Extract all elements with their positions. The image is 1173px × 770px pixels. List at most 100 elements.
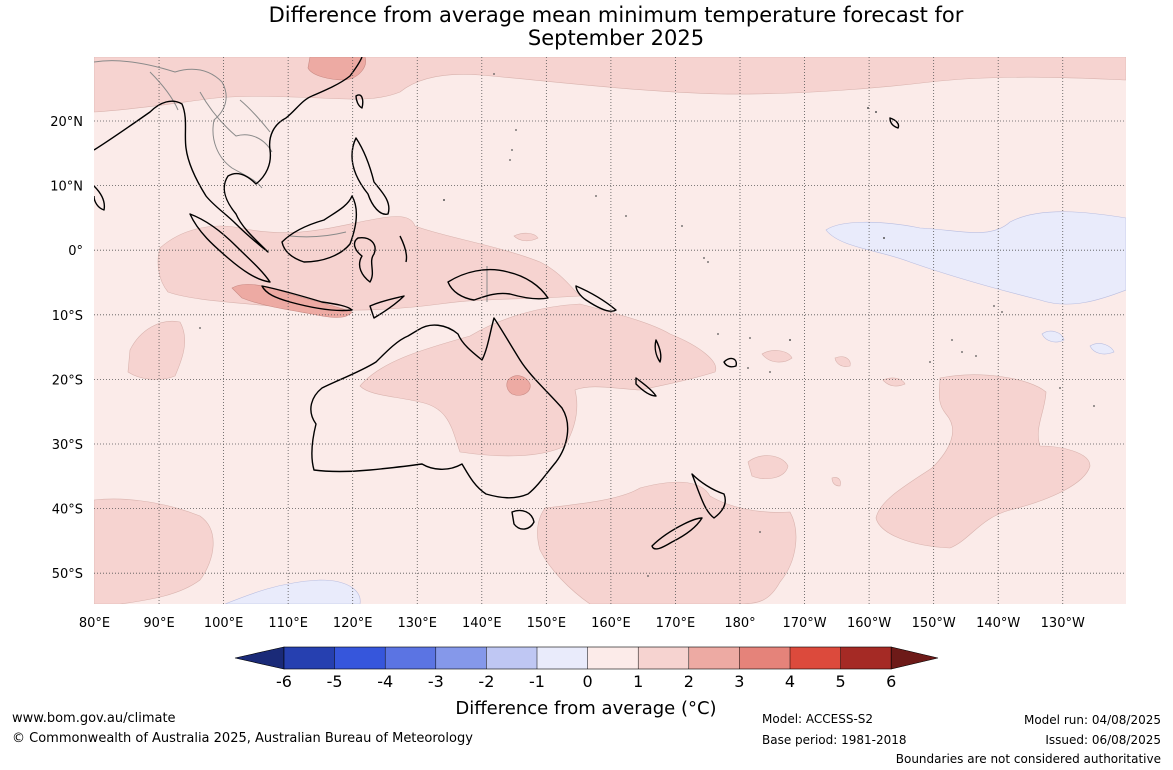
china-coastline — [311, 57, 363, 97]
small-islands — [199, 73, 1095, 577]
longitude-tick-label: 130°W — [1041, 616, 1085, 631]
colorbar-tick-label: 5 — [836, 672, 846, 691]
copyright-text: © Commonwealth of Australia 2025, Austra… — [12, 731, 473, 746]
colorbar-arrow-low — [234, 646, 285, 670]
longitude-tick-labels: 80°E 90°E 100°E 110°E 120°E 130°E 140°E 150°E 16… — [79, 616, 1085, 631]
anomaly-region-small-2 — [761, 350, 793, 363]
new-caledonia-coastline — [635, 377, 657, 397]
longitude-tick-label: 120°E — [333, 616, 373, 631]
model-run-text: Model run: 04/08/2025 — [1023, 713, 1161, 727]
colorbar-segment — [840, 647, 892, 669]
tasmania-coastline — [511, 509, 535, 530]
longitude-tick-label: 160°E — [591, 616, 631, 631]
sulawesi-coastline — [353, 237, 376, 283]
colorbar-segment — [790, 647, 841, 669]
anomaly-region-indian-ocean — [127, 320, 185, 380]
longitude-tick-label: 140°W — [976, 616, 1020, 631]
philippines-coastline — [351, 137, 390, 215]
model-text: Model: ACCESS-S2 — [762, 712, 874, 726]
anomaly-region-strong-central-aus — [506, 375, 531, 396]
longitude-tick-label: 150°E — [527, 616, 567, 631]
colorbar-tick-label: -2 — [478, 672, 494, 691]
colorbar-tick-label: 2 — [684, 672, 694, 691]
borneo-coastline — [281, 195, 358, 263]
disclaimer-text: Boundaries are not considered authoritat… — [895, 752, 1161, 766]
longitude-tick-label: 160°W — [847, 616, 891, 631]
longitude-tick-label: 140°E — [462, 616, 502, 631]
longitude-tick-label: 80°E — [79, 616, 110, 631]
website-text: www.bom.gov.au/climate — [12, 711, 176, 726]
colorbar-label: Difference from average (°C) — [455, 698, 717, 719]
colorbar-tick-label: 6 — [886, 672, 896, 691]
colorbar-segment — [587, 647, 639, 669]
longitude-tick-label: 150°W — [912, 616, 956, 631]
colorbar-tick-label: -4 — [377, 672, 393, 691]
colorbar-segment — [486, 647, 537, 669]
anomaly-region-small-5 — [513, 232, 539, 242]
anomaly-region-australia — [359, 303, 717, 457]
latitude-tick-label: 10°N — [50, 180, 83, 195]
title-line-2: September 2025 — [527, 26, 705, 50]
latitude-gridlines — [94, 120, 1126, 574]
australia-coastline — [310, 317, 569, 499]
new-zealand-north-coastline — [691, 473, 726, 519]
longitude-tick-label: 100°E — [204, 616, 244, 631]
colorbar-tick-label: -6 — [276, 672, 292, 691]
colorbar-segment — [284, 647, 335, 669]
colorbar-segment — [435, 647, 487, 669]
latitude-tick-label: 30°S — [52, 438, 83, 453]
colorbar-tick-label: 1 — [633, 672, 643, 691]
chart-title: Difference from average mean minimum tem… — [0, 4, 1173, 50]
title-line-1: Difference from average mean minimum tem… — [268, 3, 964, 27]
anomaly-regions — [94, 57, 1126, 604]
latitude-tick-label: 10°S — [52, 309, 83, 324]
latitude-tick-labels: 20°N 10°N 0° 10°S 20°S 30°S 40°S 50°S — [50, 115, 83, 582]
hawaii-coastline — [889, 117, 900, 129]
longitude-tick-label: 170°W — [782, 616, 826, 631]
anomaly-region-small-3 — [834, 356, 851, 367]
issued-text: Issued: 06/08/2025 — [1045, 733, 1161, 747]
longitude-tick-label: 170°E — [656, 616, 696, 631]
colorbar-tick-label: -1 — [529, 672, 545, 691]
vanuatu-coastline — [654, 339, 662, 363]
colorbar-tick-label: -3 — [428, 672, 444, 691]
longitude-tick-label: 130°E — [397, 616, 437, 631]
longitude-tick-label: 110°E — [268, 616, 308, 631]
halmahera-coastline — [399, 235, 408, 263]
colorbar-segment — [537, 647, 588, 669]
longitude-gridlines — [158, 57, 1064, 604]
anomaly-region-cool-central-pacific — [825, 211, 1126, 305]
anomaly-region-south-pacific — [875, 374, 1091, 549]
colorbar-tick-label: 0 — [583, 672, 593, 691]
colorbar: -6 -5 -4 -3 -2 -1 0 1 2 3 4 5 6 — [234, 646, 939, 691]
longitude-tick-label: 90°E — [143, 616, 174, 631]
taiwan-coastline — [355, 94, 364, 109]
anomaly-region-small-6 — [831, 477, 841, 487]
colorbar-segment — [688, 647, 740, 669]
latitude-tick-label: 0° — [68, 244, 83, 259]
colorbar-tick-label: 3 — [734, 672, 744, 691]
anomaly-region-cool-small-1 — [1041, 330, 1065, 343]
country-borders — [94, 60, 488, 302]
colorbar-segment — [385, 647, 436, 669]
base-period-text: Base period: 1981-2018 — [762, 733, 907, 747]
latitude-tick-label: 20°S — [52, 373, 83, 388]
anomaly-region-cool-southwest — [224, 579, 361, 604]
india-coastline — [94, 185, 106, 211]
latitude-tick-label: 20°N — [50, 115, 83, 130]
longitude-tick-label: 180° — [724, 616, 755, 631]
new-zealand-south-coastline — [651, 517, 703, 550]
latitude-tick-label: 40°S — [52, 503, 83, 518]
solomon-islands-coastline — [575, 285, 617, 312]
anomaly-region-tasman — [537, 481, 797, 604]
anomaly-region-small-1 — [747, 455, 789, 479]
colorbar-arrow-high — [890, 646, 939, 670]
anomaly-region-small-4 — [882, 377, 906, 387]
java-coastline — [261, 285, 353, 312]
fiji-coastline — [723, 357, 738, 368]
anomaly-region-cool-small-2 — [1089, 343, 1115, 355]
colorbar-segment — [334, 647, 386, 669]
new-guinea-coastline — [447, 268, 549, 301]
colorbar-tick-label: -5 — [327, 672, 343, 691]
